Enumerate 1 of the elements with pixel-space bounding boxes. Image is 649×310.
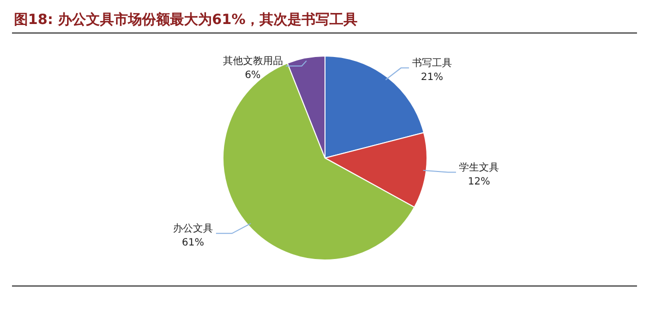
title: 图18: 办公文具市场份额最大为61%，其次是书写工具 bbox=[14, 12, 358, 28]
